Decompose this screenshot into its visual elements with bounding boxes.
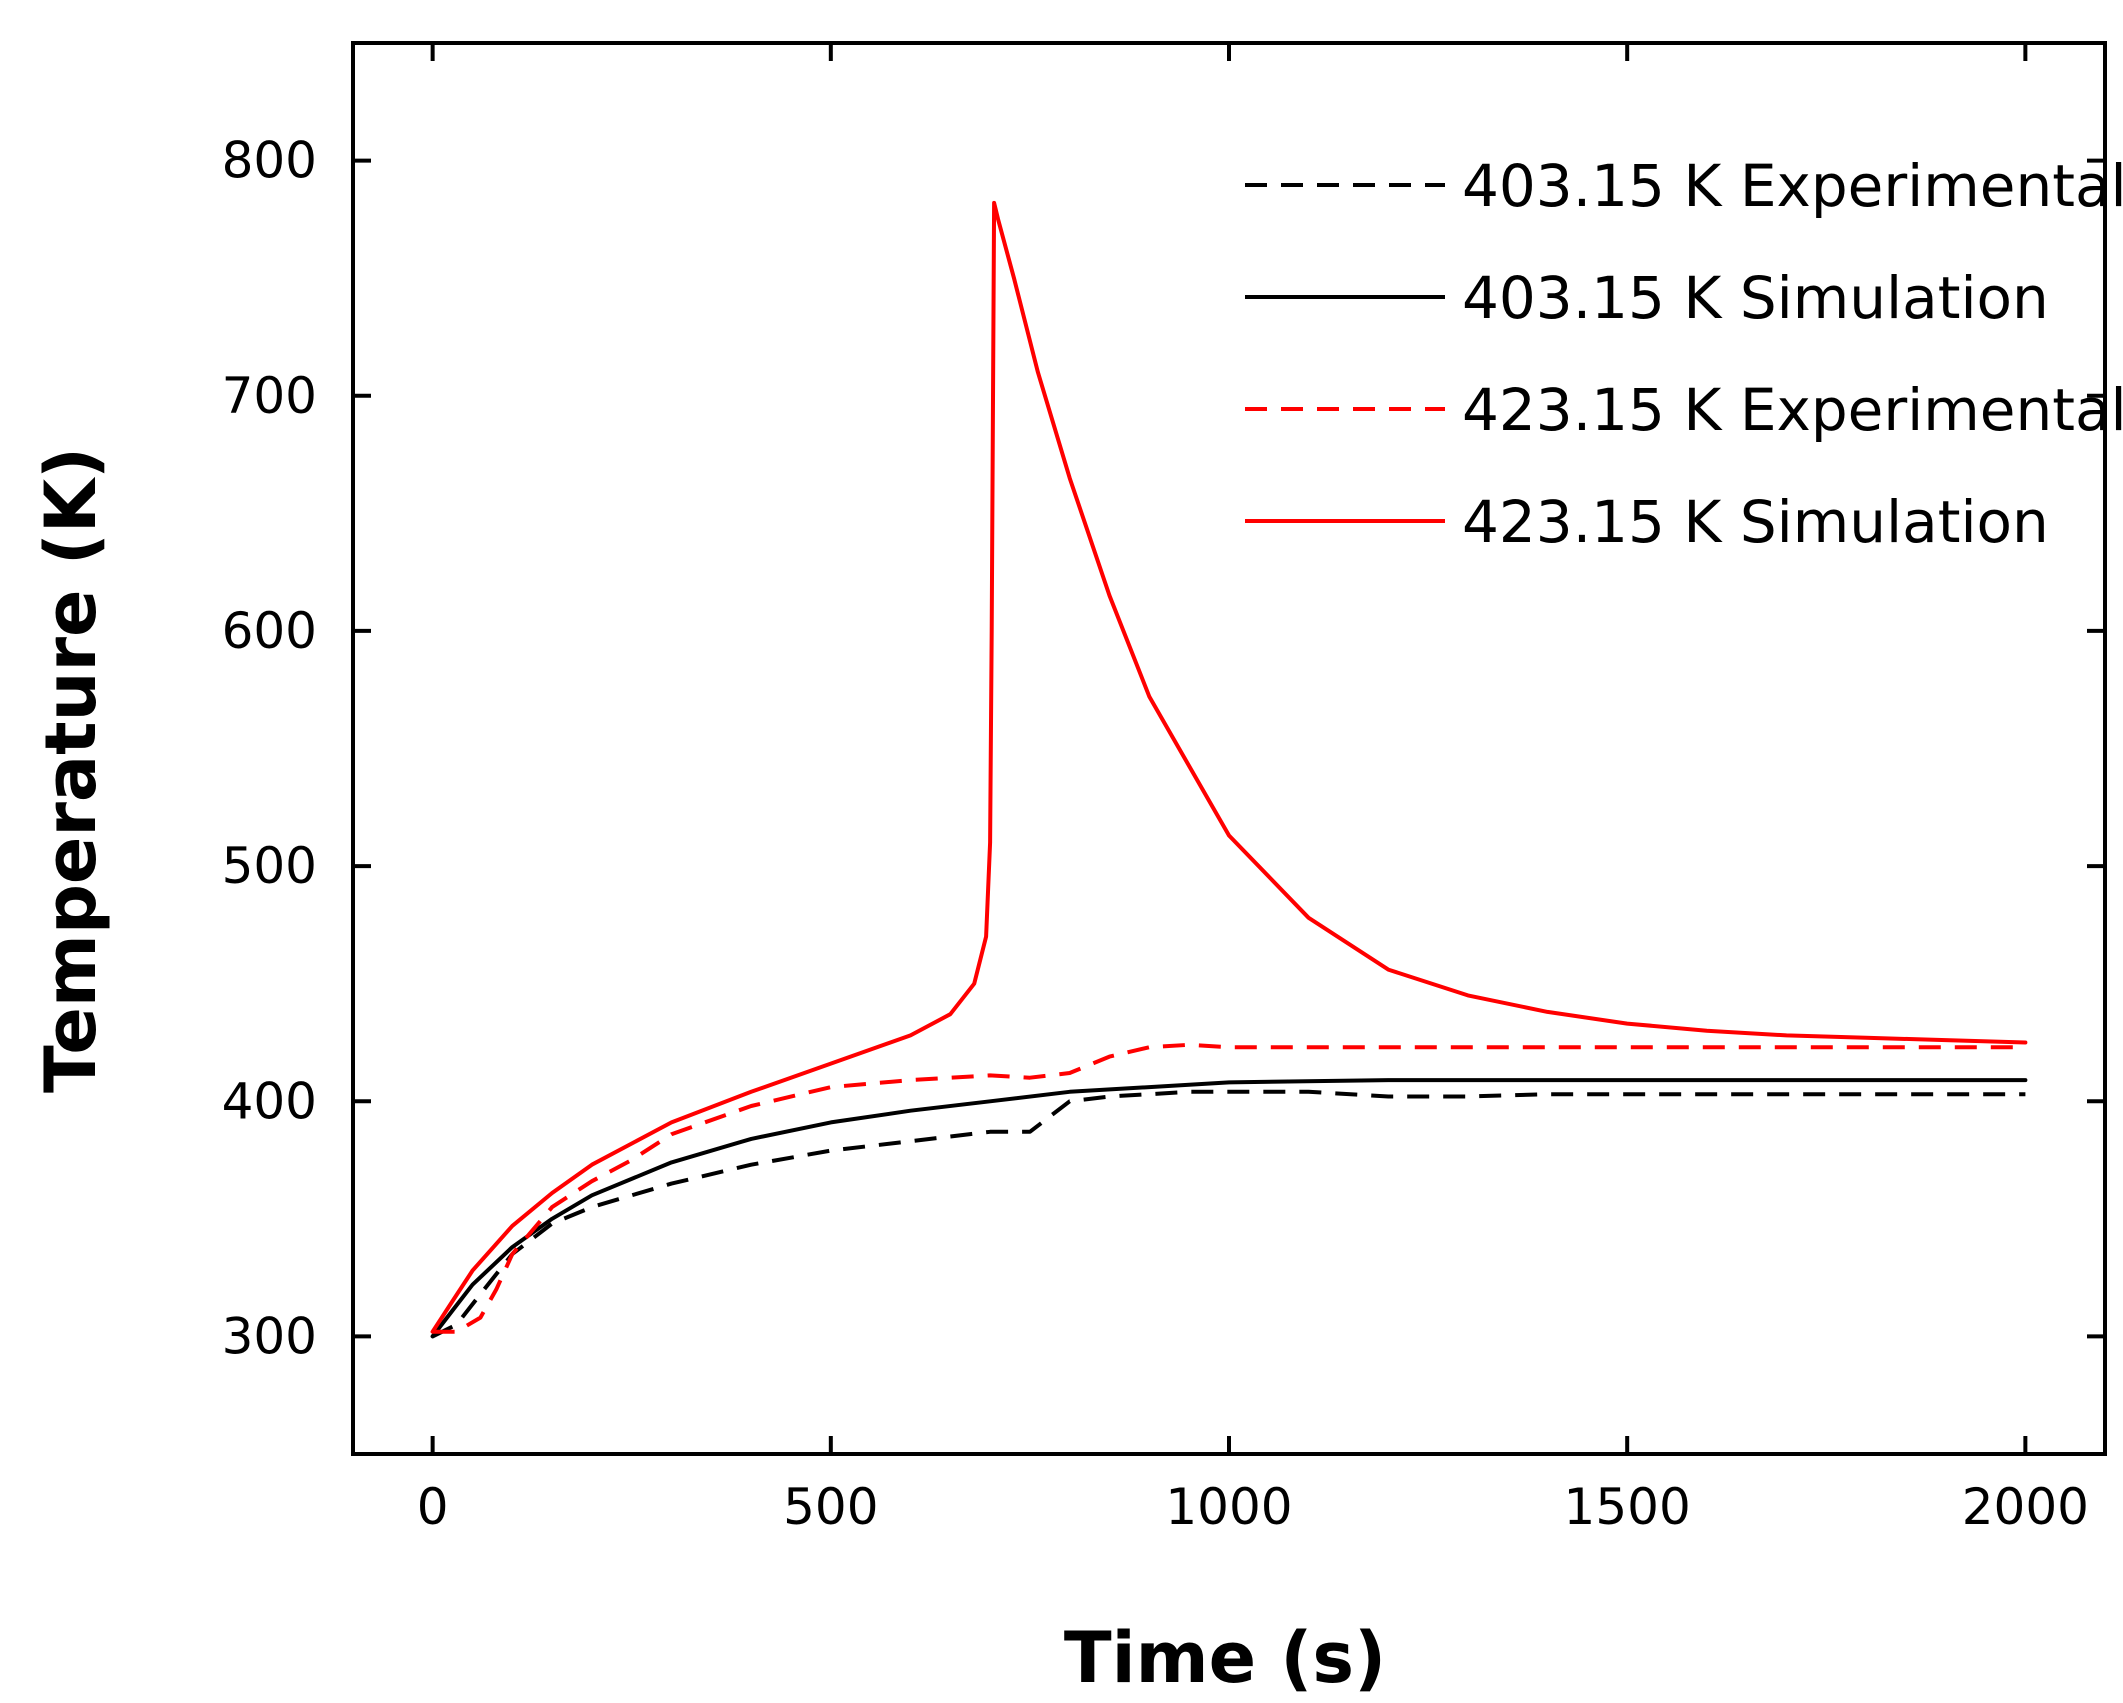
legend: 403.15 K Experimental 403.15 K Simulation… [1245,152,2123,556]
y-tick-label-500: 500 [222,837,317,895]
legend-label-2: 403.15 K Simulation [1462,264,2049,332]
series-line-3 [432,1042,2026,1334]
legend-label-1: 403.15 K Experimental [1462,152,2123,220]
series-layer [430,200,2028,1339]
plot-frame [351,41,2107,1456]
y-tick-label-400: 400 [222,1072,317,1130]
x-tick-label-1500: 1500 [1564,1478,1691,1536]
y-tick-label-600: 600 [222,602,317,660]
y-tick-label-800: 800 [222,132,317,190]
y-tick-label-700: 700 [222,367,317,425]
series-line-2 [430,1078,2028,1339]
x-tick-label-500: 500 [783,1478,878,1536]
series-line-4 [430,200,2028,1334]
x-tick-label-1000: 1000 [1165,1478,1292,1536]
legend-label-4: 423.15 K Simulation [1462,488,2049,556]
ticks: 0 500 1000 1500 2000 300 400 500 600 700 800 [222,43,2105,1536]
legend-label-3: 423.15 K Experimental [1462,376,2123,444]
y-tick-label-300: 300 [222,1307,317,1365]
x-tick-label-0: 0 [417,1478,449,1536]
x-tick-label-2000: 2000 [1962,1478,2089,1536]
x-axis-title: Time (s) [1064,1617,1386,1699]
y-axis-title: Temperature (K) [30,447,112,1093]
series-line-1 [431,1089,2026,1339]
